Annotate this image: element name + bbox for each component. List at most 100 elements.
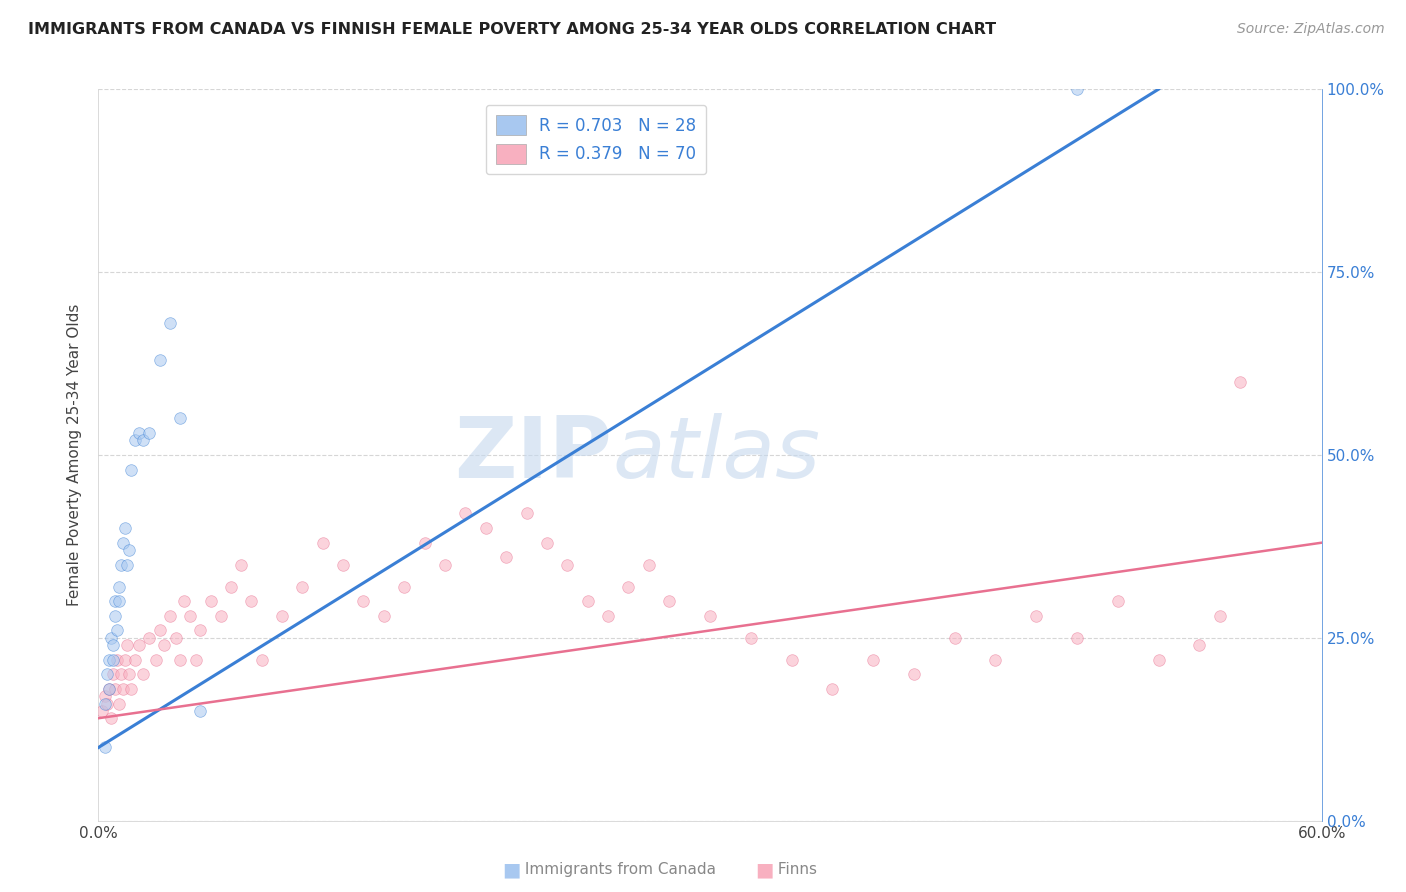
Point [93,740,115,755]
Text: Finns: Finns [773,863,817,877]
Point [111,535,134,549]
Point [110,558,132,572]
Text: atlas: atlas [612,413,820,497]
Point [159,316,181,330]
Point [740,631,762,645]
Point [188,624,212,638]
Point [270,608,294,623]
Point [97,681,120,696]
Point [138,631,160,645]
Text: ZIP: ZIP [454,413,612,497]
Point [557,558,579,572]
Point [332,558,354,572]
Point [392,580,416,594]
Point [93,697,115,711]
Point [118,543,141,558]
Point [108,594,131,608]
Point [124,434,146,448]
Point [128,638,150,652]
Point [173,594,195,608]
Point [495,550,517,565]
Point [108,697,131,711]
Point [115,558,138,572]
Point [104,594,127,608]
Point [97,681,120,696]
Text: Source: ZipAtlas.com: Source: ZipAtlas.com [1237,22,1385,37]
Point [821,681,844,696]
Point [145,653,167,667]
Point [128,425,150,440]
Point [413,535,436,549]
Point [454,507,477,521]
Point [114,521,136,535]
Point [91,704,114,718]
Point [169,653,191,667]
Point [108,580,131,594]
Point [138,425,160,440]
Point [312,535,335,549]
Point [658,594,681,608]
Point [1188,638,1211,652]
Point [101,653,124,667]
Point [152,638,174,652]
Point [105,624,128,638]
Point [100,711,122,725]
Point [120,462,142,476]
Legend: R = 0.703   N = 28, R = 0.379   N = 70: R = 0.703 N = 28, R = 0.379 N = 70 [486,105,706,174]
Point [97,653,120,667]
Point [114,653,136,667]
Point [149,624,172,638]
Point [179,608,201,623]
Text: IMMIGRANTS FROM CANADA VS FINNISH FEMALE POVERTY AMONG 25-34 YEAR OLDS CORRELATI: IMMIGRANTS FROM CANADA VS FINNISH FEMALE… [28,22,997,37]
Point [638,558,661,572]
Point [250,653,273,667]
Point [96,667,118,681]
Point [617,580,640,594]
Point [862,653,884,667]
Point [101,667,124,681]
Point [291,580,314,594]
Point [104,681,127,696]
Point [96,697,118,711]
Point [209,608,232,623]
Point [149,352,172,367]
Point [124,653,146,667]
Point [105,653,128,667]
Point [120,681,142,696]
Point [132,667,155,681]
Text: ■: ■ [755,860,773,880]
Text: Immigrants from Canada: Immigrants from Canada [520,863,716,877]
Point [984,653,1007,667]
Point [780,653,803,667]
Point [240,594,263,608]
Point [165,631,187,645]
Point [104,608,127,623]
Point [474,521,498,535]
Point [699,608,721,623]
Point [118,667,141,681]
Point [1066,82,1088,96]
Point [1025,608,1047,623]
Point [186,653,208,667]
Point [1147,653,1170,667]
Point [598,608,620,623]
Point [1066,631,1088,645]
Point [1107,594,1129,608]
Point [536,535,558,549]
Point [111,681,134,696]
Y-axis label: Female Poverty Among 25-34 Year Olds: Female Poverty Among 25-34 Year Olds [67,304,83,606]
Point [434,558,457,572]
Point [903,667,925,681]
Point [115,638,138,652]
Point [1229,375,1251,389]
Point [169,411,191,425]
Point [188,704,212,718]
Point [93,690,115,704]
Point [576,594,599,608]
Point [943,631,966,645]
Point [1209,608,1232,623]
Point [110,667,132,681]
Point [219,580,242,594]
Point [132,434,155,448]
Point [352,594,374,608]
